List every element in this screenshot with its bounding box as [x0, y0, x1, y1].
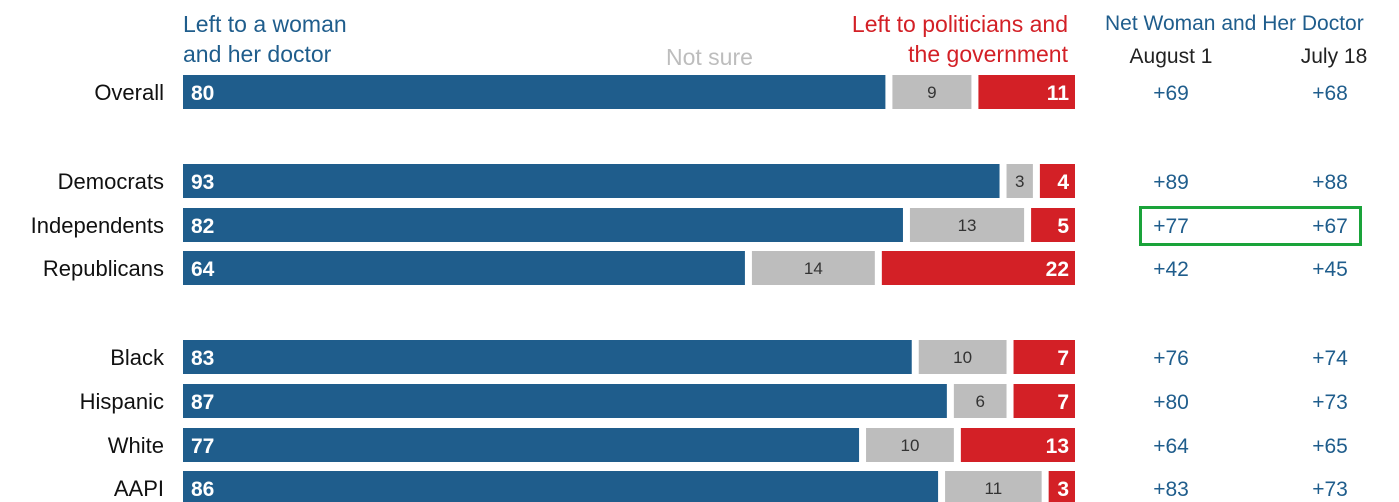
net-july-hispanic: +73 — [1312, 391, 1348, 414]
bar-not-sure-value-overall: 9 — [927, 83, 936, 102]
header-not-sure: Not sure — [666, 44, 753, 70]
net-august-republicans: +42 — [1153, 258, 1189, 281]
bar-not-sure-aapi — [945, 471, 1042, 502]
bar-not-sure-overall — [892, 75, 972, 109]
net-july-republicans: +45 — [1312, 258, 1348, 281]
bar-government-black — [1013, 340, 1075, 374]
bar-government-democrats — [1039, 164, 1075, 198]
bar-government-white — [960, 428, 1075, 462]
net-july-black: +74 — [1312, 347, 1348, 370]
row-label-republicans: Republicans — [43, 256, 164, 281]
bar-woman-value-independents: 82 — [191, 215, 214, 238]
bar-government-value-republicans: 22 — [1046, 258, 1069, 281]
bar-woman-white — [183, 428, 860, 462]
bar-woman-value-democrats: 93 — [191, 171, 214, 194]
bar-woman-hispanic — [183, 384, 947, 418]
header-woman-line1: Left to a woman — [183, 11, 347, 37]
bar-government-value-democrats: 4 — [1057, 171, 1069, 194]
bar-woman-aapi — [183, 471, 939, 502]
net-august-white: +64 — [1153, 435, 1189, 458]
bar-government-value-overall: 11 — [1047, 82, 1070, 105]
bar-not-sure-white — [866, 428, 954, 462]
bar-not-sure-value-black: 10 — [953, 348, 972, 367]
bar-not-sure-value-independents: 13 — [958, 216, 977, 235]
bar-government-republicans — [881, 251, 1075, 285]
net-col-july: July 18 — [1300, 45, 1368, 68]
header-politicians-line2: the government — [908, 41, 1068, 67]
bar-woman-value-republicans: 64 — [191, 258, 215, 281]
bar-woman-value-black: 83 — [191, 347, 214, 370]
net-august-independents: +77 — [1153, 215, 1189, 238]
bar-not-sure-value-white: 10 — [900, 436, 919, 455]
bar-woman-democrats — [183, 164, 1000, 198]
net-july-independents: +67 — [1312, 215, 1348, 238]
bar-government-independents — [1031, 208, 1075, 242]
net-july-democrats: +88 — [1312, 171, 1348, 194]
net-august-overall: +69 — [1153, 82, 1189, 105]
row-label-independents: Independents — [31, 213, 164, 238]
bar-not-sure-democrats — [1006, 164, 1033, 198]
row-label-democrats: Democrats — [58, 169, 164, 194]
bar-not-sure-value-democrats: 3 — [1015, 172, 1024, 191]
net-july-aapi: +73 — [1312, 478, 1348, 501]
net-col-august: August 1 — [1129, 45, 1213, 68]
net-august-democrats: +89 — [1153, 171, 1189, 194]
bar-not-sure-hispanic — [953, 384, 1007, 418]
bar-government-hispanic — [1013, 384, 1075, 418]
row-label-black: Black — [110, 345, 165, 370]
net-july-overall: +68 — [1312, 82, 1348, 105]
bar-government-overall — [978, 75, 1075, 109]
bar-not-sure-independents — [909, 208, 1025, 242]
bar-not-sure-value-aapi: 11 — [985, 479, 1003, 498]
bar-government-value-white: 13 — [1046, 435, 1069, 458]
highlight-box-independents — [1139, 206, 1362, 246]
row-label-aapi: AAPI — [114, 476, 164, 501]
row-label-hispanic: Hispanic — [80, 389, 164, 414]
bar-government-value-hispanic: 7 — [1057, 391, 1069, 414]
bar-not-sure-black — [918, 340, 1007, 374]
bar-woman-republicans — [183, 251, 745, 285]
net-august-black: +76 — [1153, 347, 1189, 370]
bar-government-value-aapi: 3 — [1057, 478, 1069, 501]
bar-woman-value-white: 77 — [191, 435, 214, 458]
bar-woman-black — [183, 340, 912, 374]
row-label-overall: Overall — [94, 80, 164, 105]
bar-woman-value-aapi: 86 — [191, 478, 214, 501]
net-july-white: +65 — [1312, 435, 1348, 458]
bar-government-value-black: 7 — [1057, 347, 1069, 370]
row-label-white: White — [108, 433, 164, 458]
header-woman-doctor: Left to a woman and her doctor — [183, 9, 347, 69]
bar-not-sure-republicans — [751, 251, 875, 285]
bar-government-value-independents: 5 — [1057, 215, 1069, 238]
bar-woman-value-hispanic: 87 — [191, 391, 214, 414]
net-header-title: Net Woman and Her Doctor — [1105, 12, 1364, 35]
bar-not-sure-value-republicans: 14 — [804, 259, 823, 278]
net-august-hispanic: +80 — [1153, 391, 1189, 414]
bar-woman-value-overall: 80 — [191, 82, 214, 105]
bar-woman-independents — [183, 208, 903, 242]
header-politicians-line1: Left to politicians and — [851, 11, 1068, 37]
bar-government-aapi — [1048, 471, 1075, 502]
header-politicians-government: Left to politicians and the government — [790, 9, 1068, 69]
net-august-aapi: +83 — [1153, 478, 1189, 501]
bar-not-sure-value-hispanic: 6 — [975, 392, 984, 411]
bar-woman-overall — [183, 75, 886, 109]
header-woman-line2: and her doctor — [183, 41, 332, 67]
